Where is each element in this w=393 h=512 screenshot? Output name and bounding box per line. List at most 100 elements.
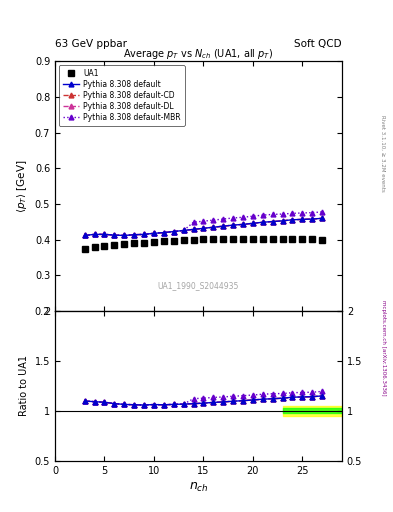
UA1 [142,240,147,246]
Pythia 8.308 default-DL [171,228,176,234]
Pythia 8.308 default-MBR [171,228,176,234]
Pythia 8.308 default-MBR [142,231,147,238]
Pythia 8.308 default-CD [102,231,107,238]
UA1 [290,237,295,243]
Pythia 8.308 default-DL [310,216,314,222]
Pythia 8.308 default [181,227,186,233]
Pythia 8.308 default [191,226,196,232]
Text: mcplots.cern.ch [arXiv:1306.3436]: mcplots.cern.ch [arXiv:1306.3436] [381,301,386,396]
Line: Pythia 8.308 default-CD: Pythia 8.308 default-CD [82,216,325,238]
Pythia 8.308 default-DL [102,231,107,238]
Pythia 8.308 default-MBR [241,214,245,220]
Pythia 8.308 default-MBR [191,219,196,225]
Pythia 8.308 default-CD [152,230,156,237]
Pythia 8.308 default-CD [142,231,147,238]
Pythia 8.308 default [201,225,206,231]
Pythia 8.308 default-CD [300,217,305,223]
Pythia 8.308 default-MBR [83,232,87,239]
Pythia 8.308 default-DL [191,226,196,232]
Pythia 8.308 default-MBR [310,209,314,216]
Pythia 8.308 default-CD [122,232,127,239]
Text: Rivet 3.1.10, ≥ 3.2M events: Rivet 3.1.10, ≥ 3.2M events [381,115,386,192]
Pythia 8.308 default-DL [280,218,285,224]
Pythia 8.308 default-DL [250,220,255,226]
Pythia 8.308 default-DL [300,217,305,223]
UA1 [201,237,206,243]
Pythia 8.308 default-MBR [300,210,305,216]
Pythia 8.308 default-CD [171,228,176,234]
Pythia 8.308 default-MBR [92,231,97,238]
Pythia 8.308 default-CD [320,215,325,221]
UA1 [162,238,166,244]
Pythia 8.308 default-CD [261,219,265,225]
Pythia 8.308 default-DL [211,224,216,230]
Pythia 8.308 default-DL [83,232,87,239]
Pythia 8.308 default [171,228,176,234]
Pythia 8.308 default-CD [181,227,186,233]
Pythia 8.308 default [92,231,97,238]
Pythia 8.308 default-CD [92,231,97,238]
UA1 [152,239,156,245]
Pythia 8.308 default [290,217,295,223]
Pythia 8.308 default-DL [112,232,117,238]
Pythia 8.308 default [320,215,325,221]
UA1 [181,237,186,243]
Pythia 8.308 default [211,224,216,230]
Pythia 8.308 default-CD [270,219,275,225]
Pythia 8.308 default-MBR [201,218,206,224]
Pythia 8.308 default-CD [83,232,87,239]
UA1 [221,236,226,242]
Pythia 8.308 default-DL [122,232,127,239]
Pythia 8.308 default-MBR [221,216,226,222]
Text: 63 GeV ppbar: 63 GeV ppbar [55,38,127,49]
UA1 [261,236,265,242]
Pythia 8.308 default-MBR [152,230,156,237]
UA1 [211,237,216,243]
Pythia 8.308 default-DL [152,230,156,237]
Pythia 8.308 default-MBR [261,212,265,218]
Line: Pythia 8.308 default-MBR: Pythia 8.308 default-MBR [82,209,325,238]
Pythia 8.308 default-CD [211,224,216,230]
Pythia 8.308 default-CD [132,231,136,238]
Pythia 8.308 default [221,223,226,229]
Pythia 8.308 default-CD [310,216,314,222]
Text: Soft QCD: Soft QCD [294,38,342,49]
Pythia 8.308 default-DL [92,231,97,238]
Pythia 8.308 default-CD [221,223,226,229]
Pythia 8.308 default-MBR [290,210,295,217]
Pythia 8.308 default-DL [201,225,206,231]
Pythia 8.308 default-MBR [181,227,186,233]
UA1 [102,243,107,249]
Pythia 8.308 default-CD [290,217,295,223]
Pythia 8.308 default [241,221,245,227]
Pythia 8.308 default-MBR [211,217,216,223]
Pythia 8.308 default-DL [162,229,166,236]
Pythia 8.308 default-DL [261,219,265,225]
Pythia 8.308 default-MBR [132,231,136,238]
Pythia 8.308 default [152,230,156,237]
Pythia 8.308 default [300,217,305,223]
UA1 [231,236,235,242]
UA1 [191,237,196,243]
Pythia 8.308 default-MBR [122,232,127,239]
UA1 [112,242,117,248]
Line: UA1: UA1 [82,236,325,252]
Pythia 8.308 default-CD [201,225,206,231]
Pythia 8.308 default [122,232,127,239]
UA1 [92,244,97,250]
Line: Pythia 8.308 default-DL: Pythia 8.308 default-DL [82,216,325,238]
Pythia 8.308 default-DL [181,227,186,233]
Pythia 8.308 default [112,232,117,238]
Pythia 8.308 default-MBR [112,232,117,238]
Pythia 8.308 default [83,232,87,239]
Pythia 8.308 default [102,231,107,238]
Pythia 8.308 default [162,229,166,236]
X-axis label: $n_{ch}$: $n_{ch}$ [189,481,208,494]
Pythia 8.308 default [280,218,285,224]
UA1 [320,237,325,243]
Pythia 8.308 default [132,231,136,238]
Pythia 8.308 default-DL [231,222,235,228]
Pythia 8.308 default-MBR [320,209,325,215]
Pythia 8.308 default-DL [241,221,245,227]
Pythia 8.308 default-CD [112,232,117,238]
